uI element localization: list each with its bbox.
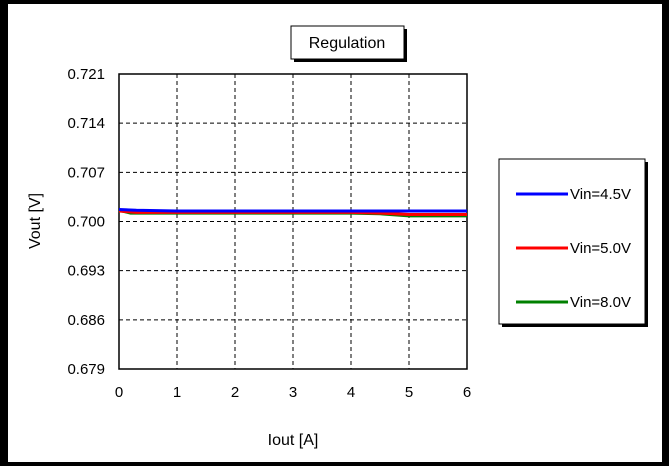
x-tick-label: 6 [463, 384, 471, 401]
x-tick-label: 4 [347, 384, 355, 401]
y-tick-label: 0.714 [67, 115, 105, 132]
y-tick-label: 0.700 [67, 214, 105, 231]
x-tick-label: 1 [173, 384, 181, 401]
x-tick-label: 3 [289, 384, 297, 401]
y-axis-title: Vout [V] [27, 193, 44, 249]
x-tick-label: 0 [115, 384, 123, 401]
y-tick-label: 0.707 [67, 164, 105, 181]
legend: Vin=4.5V Vin=5.0V Vin=8.0V [498, 158, 648, 327]
legend-label: Vin=4.5V [570, 186, 631, 203]
y-tick-label: 0.693 [67, 263, 105, 280]
legend-label: Vin=8.0V [570, 294, 631, 311]
grid-lines [119, 74, 467, 369]
chart-title-box: Regulation [290, 25, 407, 62]
x-tick-label: 2 [231, 384, 239, 401]
y-tick-label: 0.679 [67, 361, 105, 378]
legend-items: Vin=4.5V Vin=5.0V Vin=8.0V [516, 186, 631, 311]
x-tick-label: 5 [405, 384, 413, 401]
x-tick-labels: 0 1 2 3 4 5 6 [115, 384, 471, 401]
y-tick-labels: 0.721 0.714 0.707 0.700 0.693 0.686 0.679 [67, 66, 105, 378]
series-layer [118, 208, 467, 218]
y-tick-label: 0.686 [67, 312, 105, 329]
y-tick-label: 0.721 [67, 66, 105, 83]
chart-title: Regulation [309, 35, 386, 52]
series-line [118, 208, 467, 213]
legend-label: Vin=5.0V [570, 240, 631, 257]
x-axis-title: Iout [A] [268, 432, 319, 449]
